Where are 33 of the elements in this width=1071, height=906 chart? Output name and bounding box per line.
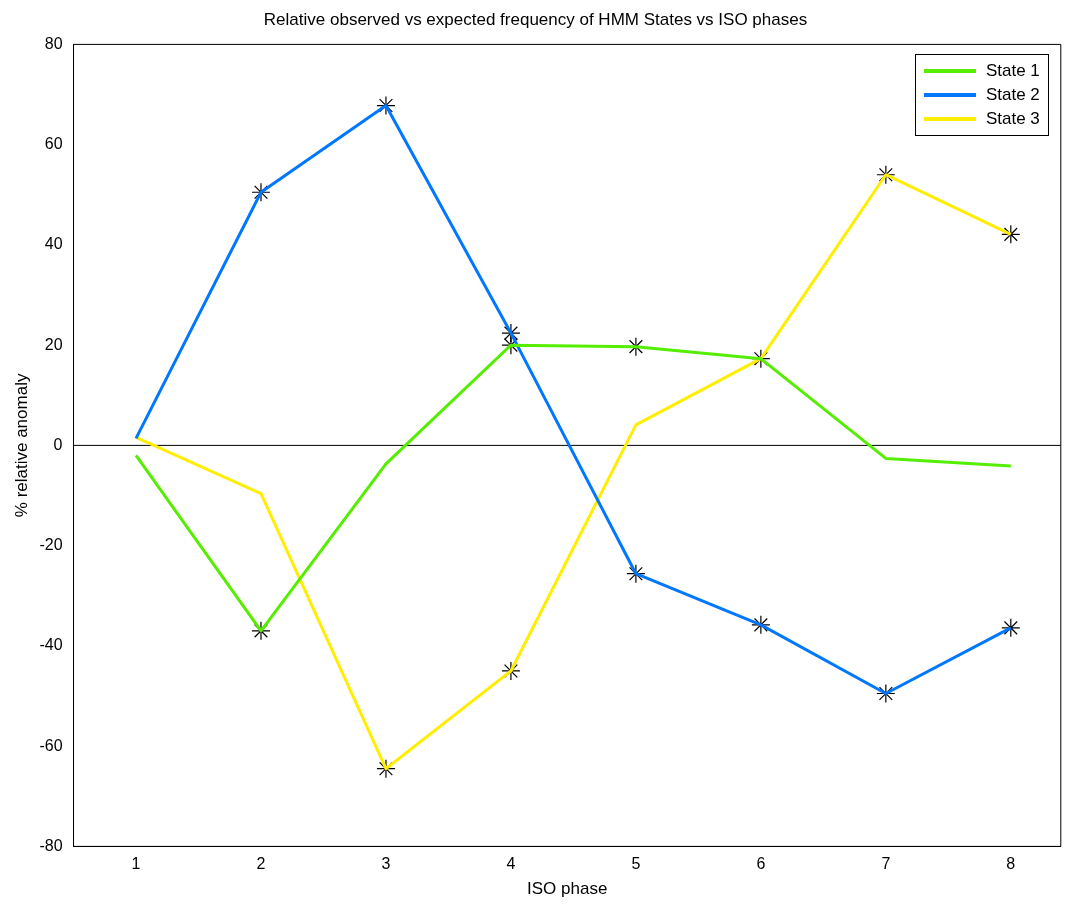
- y-tick-label: 20: [44, 335, 63, 353]
- x-tick-label: 1: [131, 855, 141, 873]
- legend-label: State 1: [985, 61, 1040, 82]
- y-tick-label: -40: [39, 636, 63, 654]
- point: [1001, 224, 1021, 244]
- legend-label: State 2: [985, 85, 1040, 106]
- point: [376, 95, 396, 116]
- x-tick-label: 5: [631, 855, 641, 873]
- point: [876, 165, 896, 185]
- x-tick-label: 4: [506, 855, 516, 873]
- legend-label: State 3: [985, 109, 1040, 130]
- point: [626, 564, 646, 584]
- y-tick-label: 80: [44, 34, 63, 52]
- y-tick-label: -60: [39, 736, 63, 754]
- y-tick-label: -20: [39, 536, 63, 554]
- chart-title: Relative observed vs expected frequency of HMM States vs ISO phases: [263, 9, 808, 29]
- x-tick-label: 3: [381, 855, 391, 873]
- point: [876, 683, 896, 704]
- x-tick-label: 7: [881, 855, 891, 873]
- point: [751, 615, 771, 635]
- x-tick-label: 2: [256, 855, 266, 873]
- point: [501, 661, 521, 681]
- y-tick-label: 40: [44, 235, 63, 253]
- y-tick-label: 60: [44, 135, 63, 153]
- x-axis-title: ISO phase: [527, 879, 608, 899]
- y-axis-title: % relative anomaly: [11, 373, 31, 518]
- y-tick-label: -80: [39, 836, 63, 854]
- x-tick-label: 6: [756, 855, 766, 873]
- point: [251, 182, 271, 202]
- x-tick-label: 8: [1006, 855, 1016, 873]
- y-tick-label: 0: [53, 435, 63, 453]
- point: [376, 759, 396, 779]
- point: [1001, 618, 1021, 638]
